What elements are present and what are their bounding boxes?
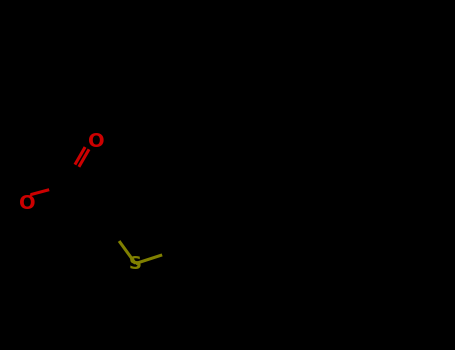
Text: O: O xyxy=(87,132,104,150)
Text: S: S xyxy=(129,254,142,273)
Text: O: O xyxy=(19,194,35,212)
